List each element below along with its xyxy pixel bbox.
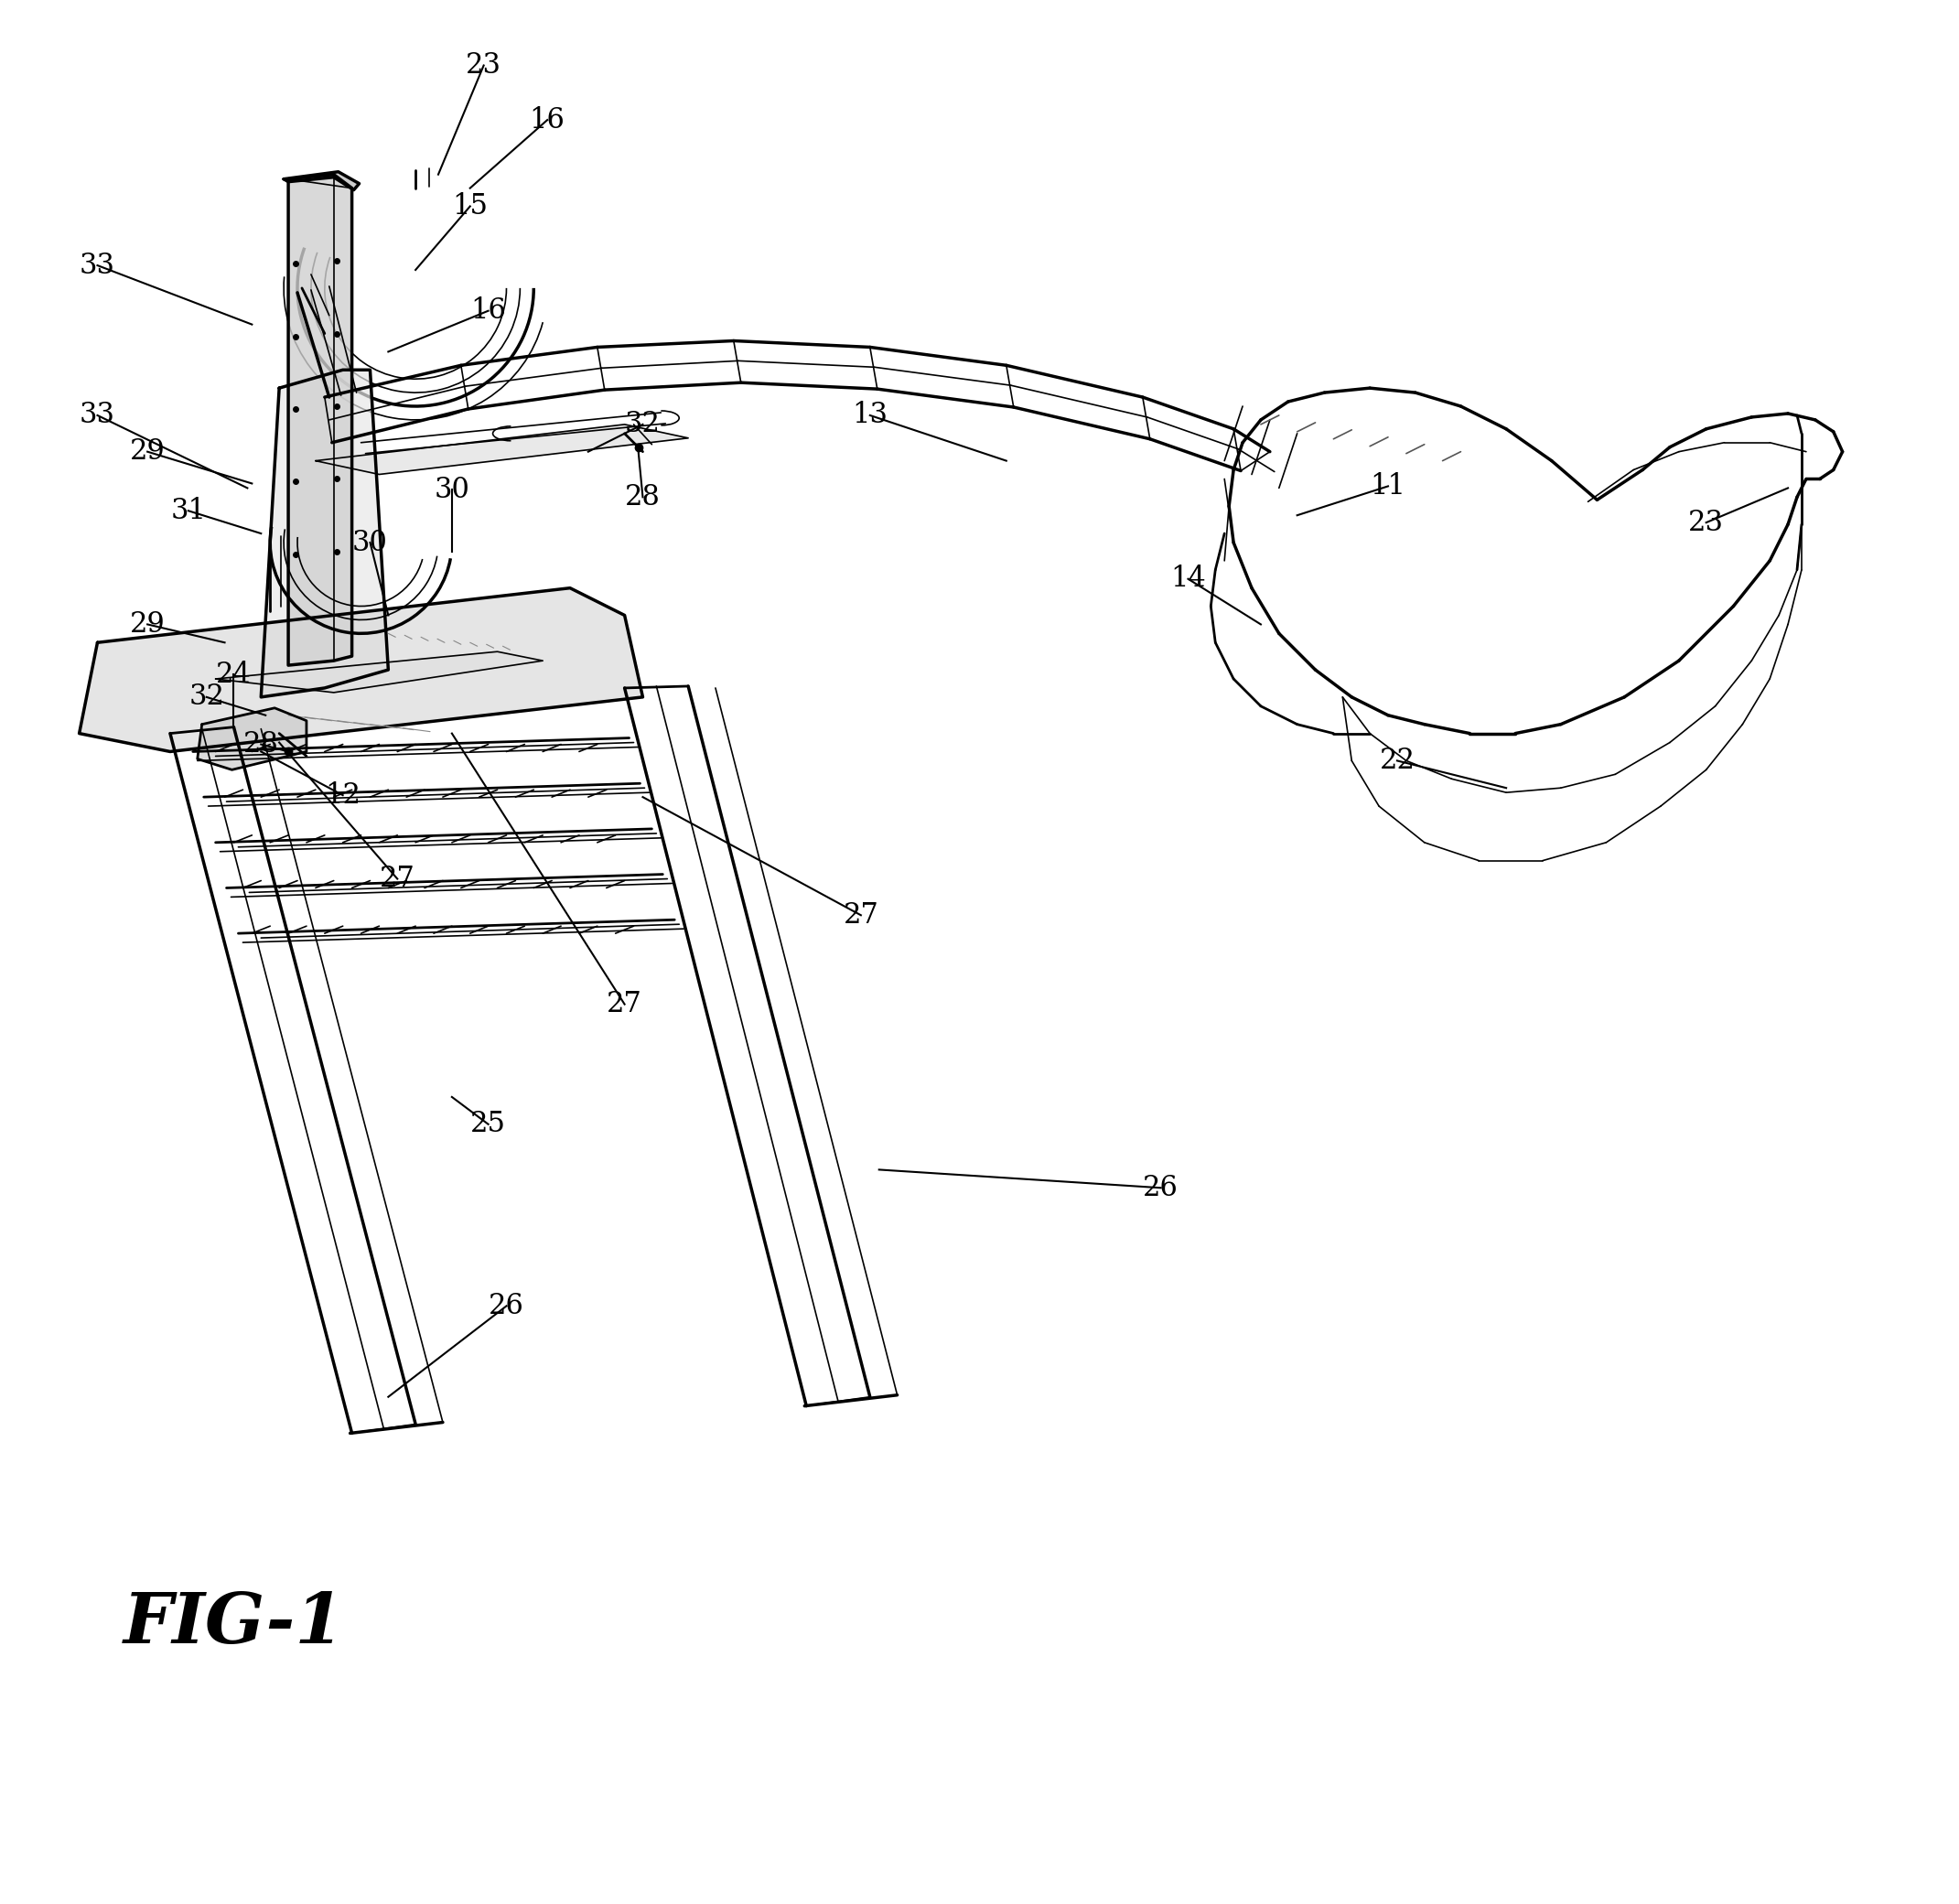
Text: 23: 23: [1689, 508, 1724, 537]
Polygon shape: [261, 369, 388, 697]
Polygon shape: [315, 425, 688, 474]
Text: 32: 32: [625, 409, 660, 438]
Text: 16: 16: [470, 297, 505, 326]
Text: 28: 28: [625, 484, 660, 512]
Text: 23: 23: [466, 51, 502, 80]
Text: 29: 29: [129, 609, 165, 638]
Text: 30: 30: [353, 529, 388, 556]
Text: 31: 31: [170, 497, 206, 526]
Text: 26: 26: [1142, 1173, 1179, 1201]
Text: 13: 13: [852, 402, 887, 430]
Text: 33: 33: [80, 402, 116, 430]
Text: 27: 27: [380, 864, 415, 893]
Text: 25: 25: [470, 1110, 505, 1139]
Polygon shape: [78, 588, 643, 752]
Text: 11: 11: [1369, 472, 1407, 501]
Polygon shape: [288, 175, 353, 664]
Text: 30: 30: [435, 476, 470, 505]
Polygon shape: [198, 708, 306, 769]
Text: 22: 22: [1379, 746, 1414, 775]
Text: 16: 16: [529, 107, 564, 133]
Text: 12: 12: [325, 781, 360, 809]
Text: 27: 27: [842, 901, 880, 929]
Text: 29: 29: [129, 438, 165, 466]
Polygon shape: [215, 651, 543, 693]
Polygon shape: [284, 171, 358, 190]
Text: FIG-1: FIG-1: [123, 1590, 345, 1658]
Text: 32: 32: [188, 684, 225, 712]
Text: 15: 15: [453, 192, 488, 221]
Text: 26: 26: [488, 1291, 525, 1319]
Text: 28: 28: [243, 729, 278, 758]
Text: 14: 14: [1170, 565, 1207, 594]
Text: 24: 24: [215, 661, 251, 689]
Text: 27: 27: [607, 990, 643, 1019]
Text: 33: 33: [80, 251, 116, 280]
